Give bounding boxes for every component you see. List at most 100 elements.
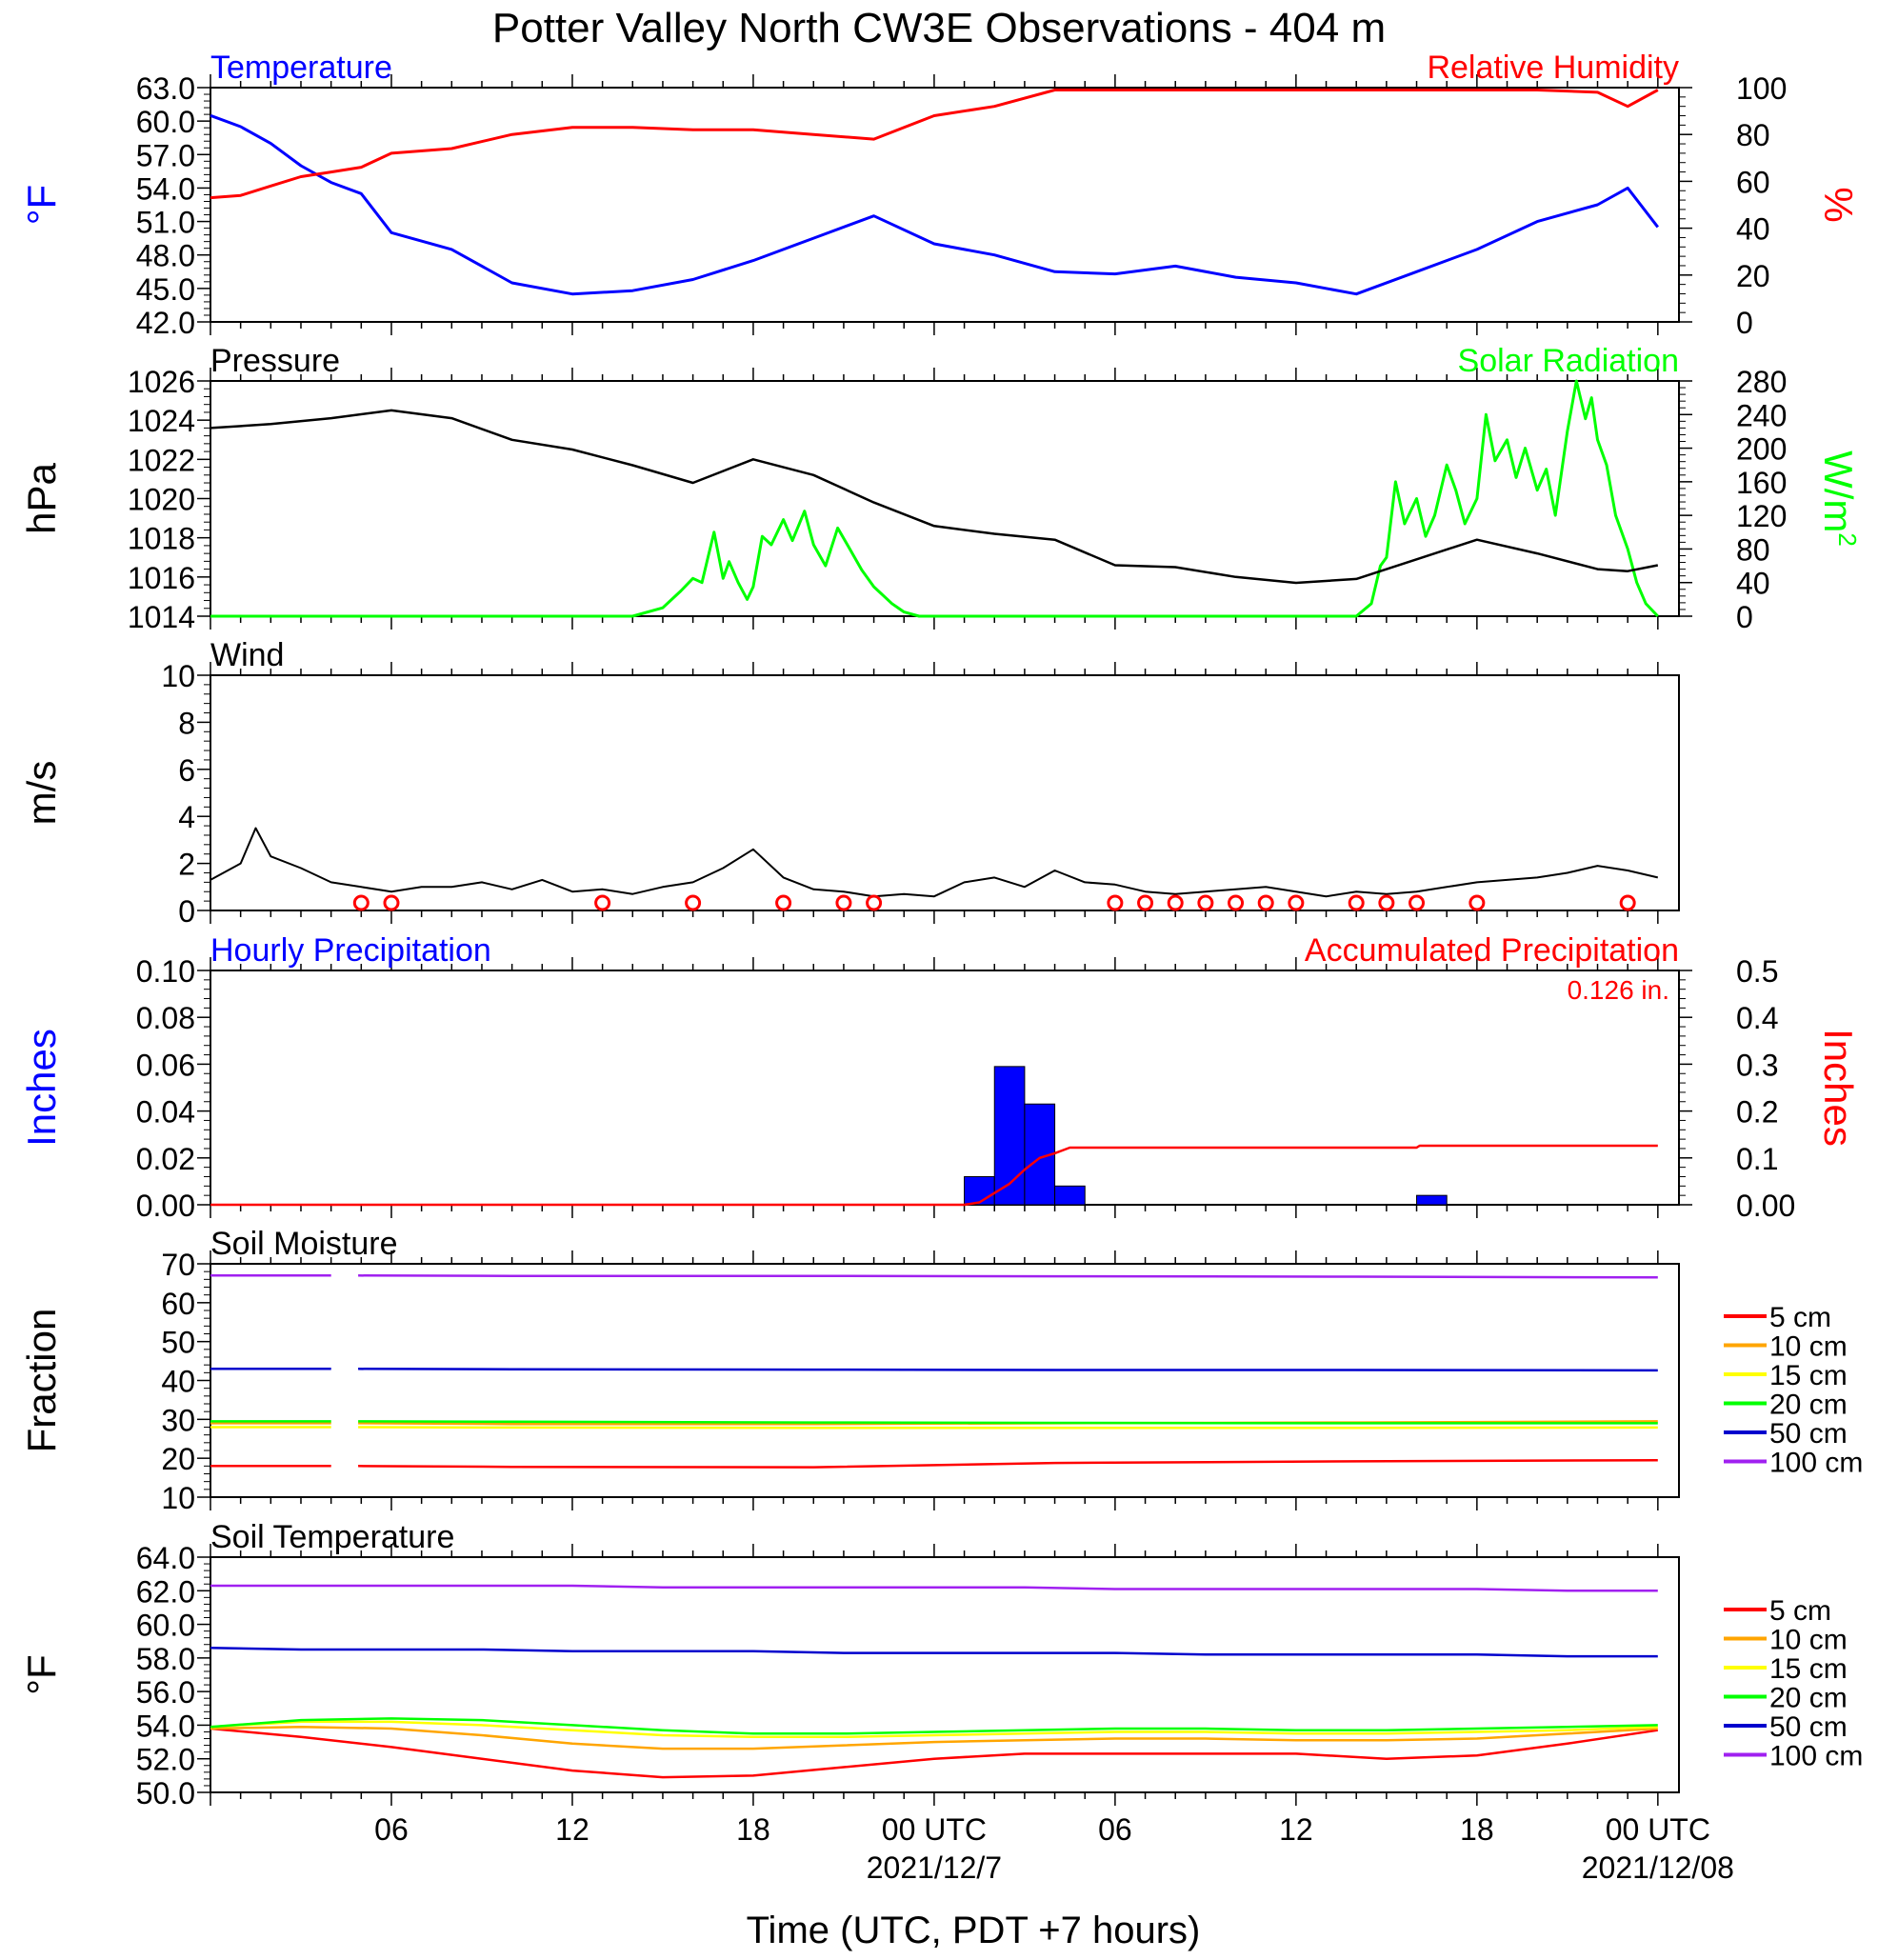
left-axis-label: Inches (19, 1029, 64, 1147)
left-tick-label: 52.0 (136, 1743, 195, 1777)
left-tick-label: 50 (161, 1326, 195, 1360)
wind-panel: 0 2 4 6 8 10 Wind m/s (19, 637, 1680, 929)
soil-temperature-line (210, 1725, 1658, 1750)
legend-label: 15 cm (1769, 1360, 1848, 1391)
panel-title-left: Hourly Precipitation (210, 932, 491, 969)
right-tick-label: 0.5 (1736, 954, 1778, 989)
left-tick-label: 45.0 (136, 272, 195, 307)
right-tick-label: 160 (1736, 466, 1787, 500)
hourly-precip-bar (964, 1175, 995, 1206)
left-axis-label: °F (19, 185, 64, 225)
right-tick-label: 120 (1736, 499, 1787, 533)
left-tick-label: 64.0 (136, 1541, 195, 1575)
left-tick-label: 56.0 (136, 1675, 195, 1710)
plot-frame (210, 1556, 1680, 1793)
panel-title-right: Relative Humidity (1427, 50, 1679, 86)
hourly-precip-bar (1054, 1185, 1086, 1206)
left-tick-label: 60 (161, 1287, 195, 1321)
legend-label: 20 cm (1769, 1683, 1848, 1714)
right-tick-label: 0.2 (1736, 1095, 1778, 1130)
left-tick-label: 1026 (128, 365, 195, 399)
x-date-label: 2021/12/08 (1582, 1850, 1734, 1885)
left-tick-label: 1024 (128, 404, 195, 438)
legend-label: 50 cm (1769, 1418, 1848, 1450)
precipitation-panel: 0.00 0.02 0.04 0.06 0.08 0.10 0.00 0.1 0.2 0.3 0.4… (19, 932, 1861, 1223)
left-tick-label: 40 (161, 1365, 195, 1399)
calm-wind-marker (1257, 894, 1274, 911)
panel-title-right: Accumulated Precipitation (1305, 932, 1679, 969)
calm-wind-marker (1468, 894, 1486, 911)
pressure-solar-panel: 1014101610181020102210241026040801201602… (19, 343, 1862, 634)
left-tick-label: 0 (178, 894, 195, 929)
left-tick-label: 51.0 (136, 206, 195, 240)
calm-wind-marker (1378, 894, 1395, 911)
solar-radiation-line (210, 379, 1659, 618)
left-tick-label: 8 (178, 706, 195, 740)
right-tick-label: 60 (1736, 165, 1770, 199)
right-tick-label: 100 (1736, 71, 1787, 106)
left-tick-label: 62.0 (136, 1574, 195, 1609)
pressure-line (210, 409, 1659, 585)
soil-temperature-line (210, 1717, 1658, 1735)
x-tick-label: 18 (736, 1812, 770, 1847)
left-tick-label: 54.0 (136, 1709, 195, 1743)
x-date-label: 2021/12/7 (867, 1850, 1002, 1885)
left-tick-label: 20 (161, 1442, 195, 1476)
x-tick-label: 12 (555, 1812, 589, 1847)
accumulated-precip-line (210, 1144, 1658, 1207)
soil-temperature-line (210, 1720, 1658, 1739)
soil-temperature-panel: 50.052.054.056.058.060.062.064.0 Soil Tem… (19, 1519, 1863, 1810)
calm-wind-marker (685, 894, 702, 911)
left-tick-label: 1022 (128, 443, 195, 477)
left-tick-label: 4 (178, 800, 195, 834)
hourly-precip-bar (1416, 1194, 1448, 1206)
x-tick-label: 06 (374, 1812, 409, 1847)
legend-label: 10 cm (1769, 1331, 1848, 1363)
right-tick-label: 0 (1736, 600, 1753, 634)
legend-label: 100 cm (1769, 1741, 1863, 1772)
x-tick-label: 18 (1460, 1812, 1494, 1847)
plot-frame (210, 87, 1680, 323)
right-tick-label: 80 (1736, 532, 1770, 567)
panel-title-left: Soil Temperature (210, 1519, 454, 1555)
legend-label: 15 cm (1769, 1653, 1848, 1685)
calm-wind-marker (1197, 894, 1214, 911)
right-tick-label: 240 (1736, 398, 1787, 432)
soil-temperature-line (210, 1647, 1658, 1658)
left-tick-label: 63.0 (136, 71, 195, 106)
legend-label: 20 cm (1769, 1390, 1848, 1421)
left-tick-label: 42.0 (136, 306, 195, 340)
soil-moisture-line (358, 1274, 1658, 1279)
calm-wind-marker (1167, 894, 1184, 911)
left-tick-label: 0.02 (136, 1142, 195, 1176)
soil-temperature-line (210, 1727, 1658, 1779)
left-tick-label: 6 (178, 753, 195, 788)
left-tick-label: 58.0 (136, 1642, 195, 1676)
right-axis-label: W/m2 (1816, 450, 1862, 547)
calm-wind-marker (1408, 894, 1426, 911)
panel-title-left: Wind (210, 637, 284, 673)
x-tick-label: 06 (1098, 1812, 1132, 1847)
soil-temperature-line (210, 1584, 1658, 1592)
calm-wind-marker (1107, 894, 1124, 911)
soil-moisture-line (358, 1368, 1658, 1372)
right-tick-label: 280 (1736, 365, 1787, 399)
left-axis-label: °F (19, 1654, 64, 1694)
left-tick-label: 48.0 (136, 239, 195, 273)
left-axis-label: Fraction (19, 1309, 64, 1453)
calm-wind-marker (1137, 894, 1154, 911)
calm-wind-marker (352, 894, 370, 911)
x-axis-label: Time (UTC, PDT +7 hours) (747, 1910, 1201, 1951)
temperature-line (210, 113, 1659, 296)
plot-frame (210, 1263, 1680, 1498)
left-tick-label: 0.06 (136, 1048, 195, 1082)
left-tick-label: 30 (161, 1403, 195, 1437)
legend-label: 100 cm (1769, 1448, 1863, 1479)
x-tick-label: 12 (1279, 1812, 1313, 1847)
left-tick-label: 1016 (128, 561, 195, 595)
right-tick-label: 40 (1736, 567, 1770, 601)
calm-wind-marker (383, 894, 400, 911)
